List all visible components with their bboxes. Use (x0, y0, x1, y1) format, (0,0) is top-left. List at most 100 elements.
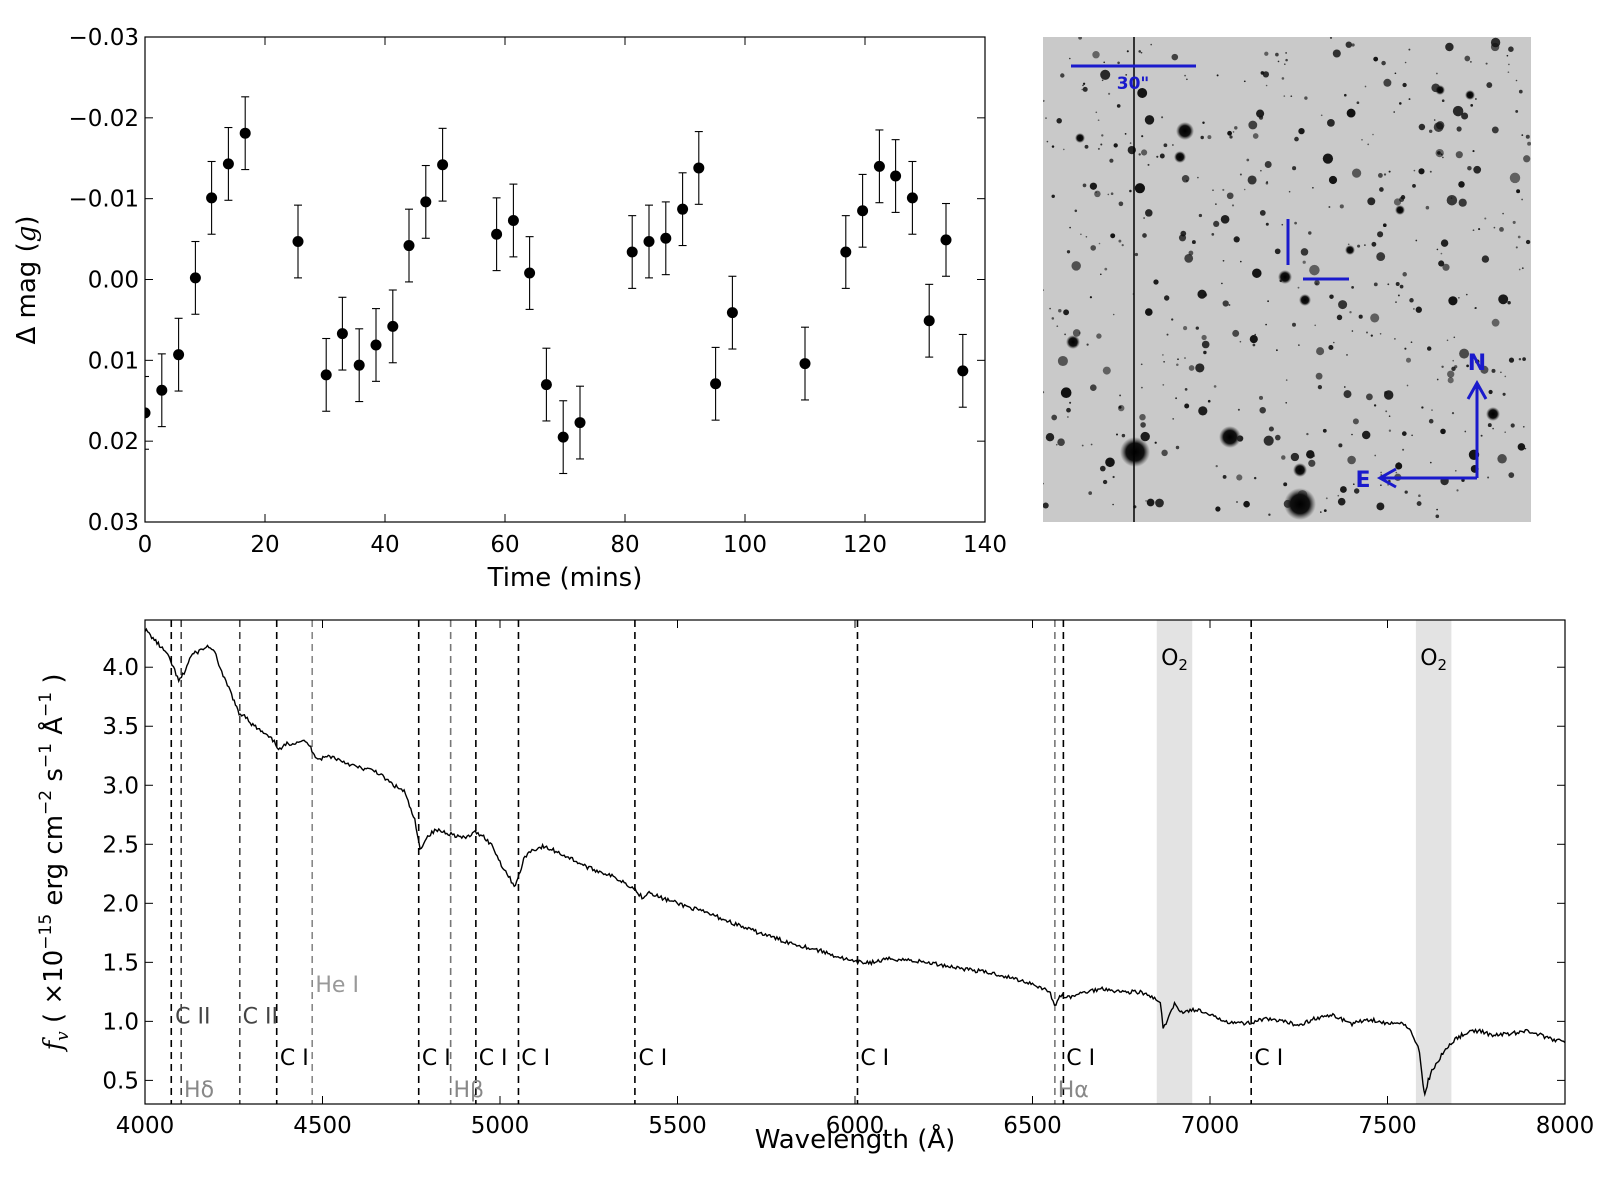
lc-point-12 (387, 320, 399, 332)
finder-star-449 (1145, 308, 1153, 316)
lc-ytick-label-5: 0.02 (88, 429, 139, 455)
finder-star-439 (1298, 344, 1300, 346)
finder-star-283 (1213, 220, 1220, 227)
finder-star-70 (1216, 74, 1219, 77)
finder-star-82 (1345, 41, 1353, 48)
finder-star-461 (1498, 294, 1509, 305)
finder-star-382 (1184, 388, 1188, 391)
finder-star-410 (1115, 433, 1119, 436)
finder-star-381 (1256, 109, 1265, 118)
finder-star-278 (1517, 235, 1521, 239)
finder-star-130 (1086, 343, 1089, 346)
finder-star-421 (1071, 261, 1081, 271)
ylabel-exp15: −15 (36, 914, 56, 950)
finder-star-162 (1096, 333, 1102, 339)
finder-star-0 (1043, 482, 1044, 485)
finder-star-46 (1314, 280, 1320, 286)
finder-star-253 (1402, 82, 1407, 88)
finder-star-14 (1239, 173, 1242, 176)
lc-point-19 (540, 379, 552, 391)
finder-star-290 (1253, 476, 1257, 480)
finder-star-27 (1402, 272, 1407, 277)
finder-star-373 (1399, 102, 1402, 105)
finder-star-452 (1045, 117, 1047, 119)
finder-star-99 (1268, 426, 1274, 432)
finder-bright-star-1 (1219, 426, 1241, 448)
sp-xtick-label-7: 7500 (1358, 1113, 1417, 1139)
finder-star-150 (1197, 176, 1199, 179)
finder-star-369 (1451, 366, 1456, 372)
finder-star-236 (1470, 61, 1472, 63)
finder-star-6 (1491, 368, 1496, 373)
finder-star-416 (1146, 498, 1155, 507)
finder-star-169 (1446, 194, 1458, 206)
finder-star-20 (1429, 461, 1432, 464)
finder-star-173 (1445, 42, 1454, 52)
lc-xtick-label-7: 140 (963, 532, 1007, 558)
telluric-label-o-0: O (1161, 646, 1178, 671)
finder-star-222 (1502, 392, 1506, 396)
ylabel-times: ( ×10 (39, 950, 69, 1032)
finder-star-139 (1418, 123, 1426, 131)
light-curve-ticks (144, 36, 986, 523)
finder-star-125 (1195, 326, 1199, 330)
lc-point-33 (890, 170, 902, 182)
finder-star-136 (1509, 172, 1521, 184)
spectral-line-markers (170, 620, 1252, 1104)
finder-star-264 (1213, 385, 1217, 388)
lc-point-11 (370, 339, 382, 351)
finder-star-281 (1518, 357, 1522, 361)
lc-xtick-label-2: 40 (370, 532, 399, 558)
finder-star-440 (1201, 334, 1207, 341)
finder-star-518 (1290, 452, 1300, 462)
lc-point-6 (239, 127, 251, 139)
finder-star-74 (1300, 248, 1309, 256)
lc-xtick-label-1: 20 (250, 532, 279, 558)
finder-star-140 (1325, 497, 1328, 500)
finder-star-175 (1176, 363, 1179, 366)
finder-star-55 (1140, 363, 1143, 366)
finder-star-178 (1159, 153, 1165, 159)
finder-star-7 (1487, 476, 1490, 479)
spectral-line-label-12: Hβ (453, 1078, 484, 1103)
finder-star-189 (1306, 450, 1315, 459)
finder-star-265 (1508, 472, 1515, 478)
finder-star-292 (1515, 246, 1518, 249)
finder-star-447 (1442, 156, 1444, 159)
finder-star-195 (1108, 92, 1111, 95)
finder-star-311 (1112, 503, 1114, 506)
finder-star-111 (1161, 449, 1168, 457)
finder-star-89 (1377, 231, 1384, 238)
lc-point-1 (156, 384, 168, 396)
finder-star-260 (1171, 53, 1179, 61)
lc-point-23 (643, 236, 655, 248)
finder-star-233 (1332, 49, 1341, 58)
finder-star-128 (1231, 204, 1235, 207)
finder-star-296 (1246, 158, 1250, 162)
finder-star-425 (1294, 136, 1299, 142)
finder-star-97 (1110, 192, 1114, 195)
finder-star-298 (1320, 511, 1322, 513)
finder-star-213 (1049, 307, 1051, 310)
finder-star-144 (1349, 311, 1352, 314)
finder-star-282 (1212, 189, 1214, 191)
finder-star-249 (1395, 282, 1400, 286)
finder-star-113 (1466, 364, 1469, 368)
finder-star-432 (1458, 181, 1465, 188)
finder-star-342 (1090, 384, 1097, 392)
finder-star-123 (1385, 410, 1388, 413)
finder-star-332 (1405, 357, 1412, 363)
finder-bright-star-12 (1435, 85, 1445, 95)
finder-star-346 (1517, 443, 1526, 451)
finder-star-250 (1327, 119, 1335, 127)
finder-star-239 (1097, 119, 1100, 122)
finder-star-191 (1085, 236, 1088, 238)
finder-star-266 (1329, 294, 1334, 299)
spectral-line-label-9: C I (1066, 1046, 1095, 1071)
finder-star-237 (1304, 96, 1308, 100)
lc-point-32 (873, 160, 885, 172)
lc-xtick-label-6: 120 (843, 532, 887, 558)
finder-star-505 (1186, 78, 1188, 81)
lc-xtick-label-5: 100 (723, 532, 767, 558)
